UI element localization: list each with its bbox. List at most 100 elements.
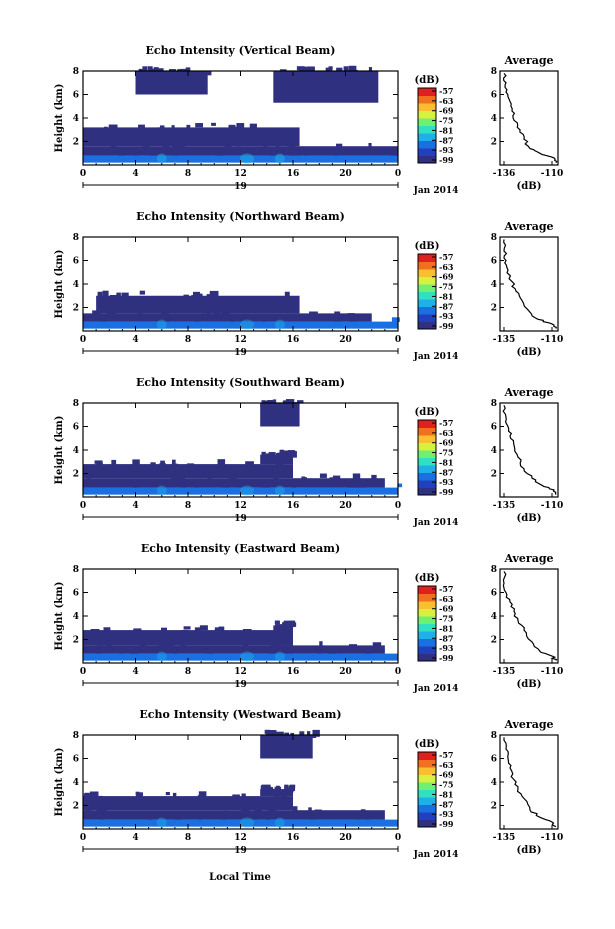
echo-speckle	[282, 400, 291, 408]
colorbar-tick-label: -57	[439, 418, 453, 428]
average-x-tick-label: -110	[541, 335, 564, 345]
y-tick-label: 8	[73, 233, 79, 243]
colorbar-swatch	[418, 759, 436, 768]
echo-speckle	[145, 817, 153, 825]
echo-speckle	[96, 651, 102, 658]
echo-speckle	[207, 476, 213, 484]
x-tick-label: 16	[287, 169, 300, 179]
echo-speckle	[292, 70, 298, 77]
echo-speckle	[354, 486, 363, 492]
colorbar-swatch	[418, 804, 436, 813]
echo-speckle	[198, 791, 207, 798]
echo-speckle	[132, 153, 139, 159]
echo-speckle	[285, 621, 291, 626]
echo-speckle	[170, 153, 180, 161]
x-tick-label: 0	[80, 335, 86, 345]
x-tick-label: 0	[80, 169, 86, 179]
day-label: 19	[234, 514, 247, 524]
average-profile-line	[502, 405, 557, 495]
colorbar-tick-label: -69	[439, 770, 454, 780]
average-y-tick-label: 8	[491, 233, 497, 243]
colorbar-swatch	[418, 782, 436, 790]
echo-core	[240, 485, 255, 496]
echo-speckle	[372, 642, 382, 649]
echo-speckle	[137, 313, 142, 320]
echo-layer	[83, 630, 293, 646]
colorbar-swatch	[418, 442, 436, 451]
echo-speckle	[94, 460, 103, 464]
day-label: 19	[234, 846, 247, 856]
x-tick-label: 4	[132, 667, 138, 677]
colorbar-tick-label: -69	[439, 438, 454, 448]
echo-speckle	[133, 628, 142, 635]
echo-core	[274, 319, 285, 330]
x-tick-label: 16	[287, 667, 300, 677]
echo-speckle	[171, 459, 176, 467]
echo-speckle	[297, 400, 304, 404]
y-tick-label: 2	[73, 470, 79, 480]
echo-speckle	[199, 625, 208, 631]
colorbar-swatch	[418, 284, 436, 292]
month-label: Jan 2014	[413, 518, 459, 528]
average-y-tick-label: 2	[491, 470, 497, 480]
echo-speckle	[359, 487, 367, 492]
colorbar-tick-label: -99	[439, 653, 454, 663]
x-tick-label: 12	[234, 335, 247, 345]
echo-speckle	[329, 477, 337, 483]
colorbar-swatch	[418, 155, 436, 164]
average-y-tick-label: 2	[491, 138, 497, 148]
average-profile-line	[503, 239, 558, 329]
colorbar-swatch	[418, 140, 436, 149]
echo-speckle	[289, 153, 297, 161]
echo-speckle	[135, 791, 140, 796]
echo-speckle	[283, 454, 288, 460]
day-label: 19	[234, 348, 247, 358]
colorbar-tick-label: -69	[439, 272, 454, 282]
echo-layer	[135, 71, 208, 95]
colorbar-title: (dB)	[415, 573, 440, 584]
panel-3: Echo Intensity (Eastward Beam) 0 4 8 12 16 20 0…	[54, 542, 563, 694]
echo-speckle	[301, 477, 307, 483]
average-y-tick-label: 4	[491, 114, 497, 124]
average-y-tick-label: 2	[491, 636, 497, 646]
echo-speckle	[229, 125, 235, 131]
average-xlabel: (dB)	[517, 679, 542, 690]
x-tick-label: 0	[395, 501, 401, 511]
echo-core	[156, 485, 167, 496]
colorbar-tick-label: -57	[439, 584, 453, 594]
panel-4: Echo Intensity (Westward Beam) 0 4 8 12 16 20 0…	[54, 708, 563, 860]
day-label: 19	[234, 182, 247, 192]
echo-speckle	[290, 402, 298, 409]
colorbar-swatch	[418, 435, 436, 443]
echo-speckle	[132, 486, 138, 494]
y-tick-label: 8	[73, 565, 79, 575]
colorbar-tick-label: -99	[439, 819, 454, 829]
echo-speckle	[160, 460, 165, 467]
colorbar-swatch	[418, 321, 436, 330]
echo-speckle	[214, 627, 222, 633]
echo-speckle	[176, 475, 185, 483]
colorbar-swatch	[418, 291, 436, 300]
average-y-tick-label: 6	[491, 589, 497, 599]
panel-title: Echo Intensity (Vertical Beam)	[145, 44, 335, 57]
y-tick-label: 4	[73, 612, 79, 622]
colorbar-title: (dB)	[415, 241, 440, 252]
colorbar-tick-label: -81	[439, 125, 453, 135]
echo-speckle	[284, 291, 290, 298]
average-title: Average	[503, 718, 553, 731]
x-tick-label: 4	[132, 169, 138, 179]
echo-speckle	[265, 817, 270, 823]
x-tick-label: 8	[185, 833, 191, 843]
echo-layer	[83, 645, 385, 654]
echo-layer	[83, 796, 293, 811]
echo-speckle	[249, 123, 257, 129]
echo-speckle	[286, 652, 294, 658]
y-tick-label: 6	[73, 589, 79, 599]
average-x-tick-label: -135	[493, 335, 516, 345]
echo-speckle	[368, 142, 372, 149]
x-tick-label: 20	[339, 335, 352, 345]
x-tick-label: 12	[234, 833, 247, 843]
echo-speckle	[347, 486, 356, 491]
x-tick-label: 12	[234, 501, 247, 511]
colorbar-tick-label: -69	[439, 604, 454, 614]
